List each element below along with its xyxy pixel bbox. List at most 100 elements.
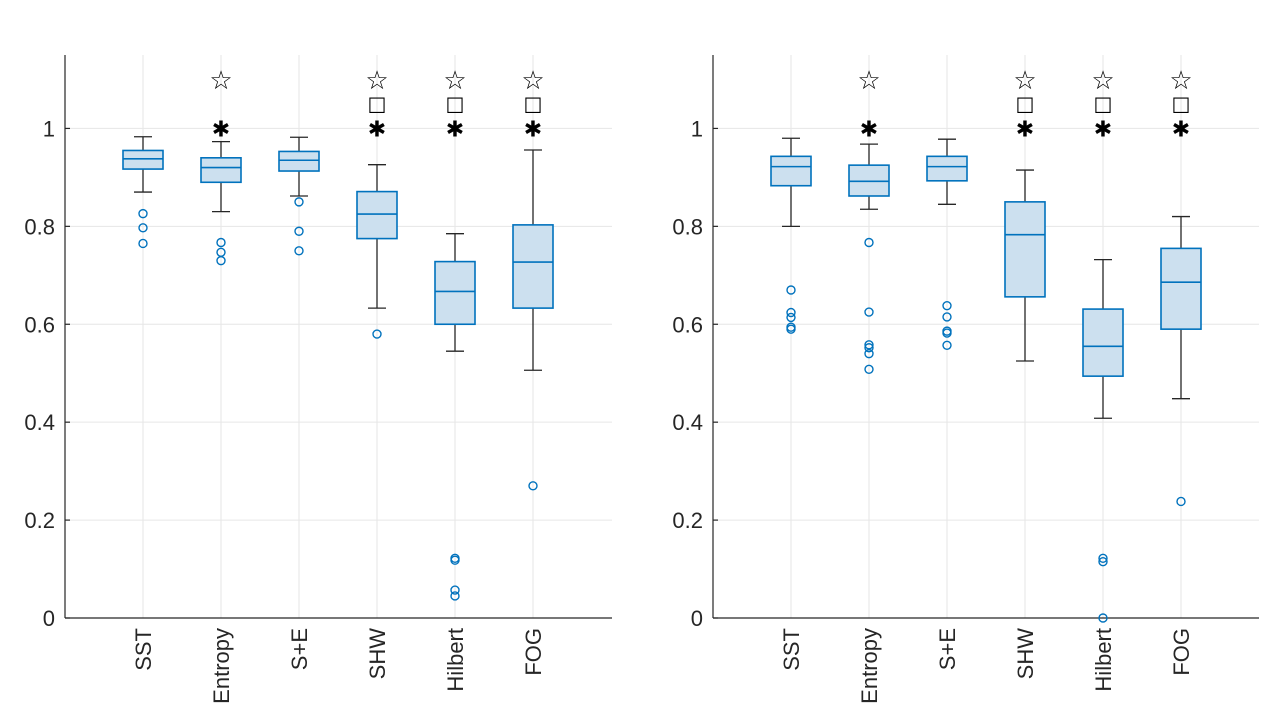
iqr-box <box>1160 247 1202 330</box>
box-fog <box>512 149 554 491</box>
box-s-e <box>278 136 320 256</box>
box-entropy <box>848 143 890 375</box>
y-tick-label: 0 <box>691 606 703 631</box>
y-tick-label: 0.4 <box>672 410 703 435</box>
outlier-point <box>450 555 460 565</box>
iqr-box <box>200 157 242 184</box>
outlier-point <box>864 340 874 350</box>
y-tick-label: 0.8 <box>672 214 703 239</box>
iqr-box <box>926 155 968 182</box>
x-category-label: S+E <box>935 628 960 670</box>
outlier-point <box>786 307 796 318</box>
outlier-point <box>864 348 874 359</box>
outlier-point <box>138 223 148 233</box>
outlier-point <box>786 324 796 334</box>
box-sst <box>122 136 164 249</box>
outlier-point <box>450 591 460 601</box>
significance-marker: ☆ <box>209 66 232 96</box>
outlier-point <box>138 208 148 219</box>
y-tick-label: 0.2 <box>24 508 55 533</box>
y-tick-label: 0.8 <box>24 214 55 239</box>
iqr-box <box>512 224 554 309</box>
outlier-point <box>786 312 796 323</box>
y-tick-label: 0.4 <box>24 410 55 435</box>
iqr-box <box>122 149 164 170</box>
significance-marker: ✱ <box>860 117 878 142</box>
outlier-point <box>1098 553 1108 563</box>
outlier-point <box>864 343 874 353</box>
x-category-label: SHW <box>1013 628 1038 680</box>
iqr-box <box>1082 308 1124 377</box>
significance-marker: □ <box>368 92 387 116</box>
significance-marker: ☆ <box>521 66 544 96</box>
x-category-label: SHW <box>365 628 390 680</box>
significance-marker: ☆ <box>1169 66 1192 96</box>
x-category-label: Entropy <box>209 628 234 704</box>
outlier-point <box>1098 557 1108 567</box>
outlier-point <box>864 307 874 317</box>
significance-marker: ☆ <box>365 66 388 96</box>
significance-marker: □ <box>446 92 465 116</box>
iqr-box <box>770 155 812 187</box>
outlier-point <box>450 585 460 595</box>
significance-marker: ✱ <box>524 117 542 142</box>
right-boxplot-panel: 0 0.2 0.4 0.6 0.8 1 SST Entropy S+E SHW Hilbert FOG… <box>672 55 1259 704</box>
x-category-label: Entropy <box>857 628 882 704</box>
iqr-box <box>434 260 476 326</box>
x-category-label: FOG <box>521 628 546 676</box>
outlier-point <box>864 364 874 375</box>
iqr-box <box>1004 201 1046 298</box>
outlier-point <box>864 237 874 248</box>
y-tick-label: 1 <box>43 116 55 141</box>
outlier-point <box>786 285 796 295</box>
outlier-point <box>942 312 952 322</box>
significance-marker: ☆ <box>857 66 880 96</box>
significance-marker: □ <box>1172 92 1191 116</box>
outlier-point <box>1176 496 1186 507</box>
y-tick-label: 0 <box>43 606 55 631</box>
outlier-point <box>216 237 226 248</box>
significance-marker: ✱ <box>212 117 230 142</box>
significance-marker: □ <box>1016 92 1035 116</box>
significance-marker: □ <box>524 92 543 116</box>
significance-marker: ✱ <box>368 117 386 142</box>
box-s-e <box>926 138 968 351</box>
box-shw <box>356 164 398 339</box>
x-category-label: Hilbert <box>1091 628 1116 692</box>
box-entropy <box>200 141 242 266</box>
x-category-label: SST <box>779 628 804 671</box>
y-tick-label: 1 <box>691 116 703 141</box>
x-category-label: FOG <box>1169 628 1194 676</box>
iqr-box <box>278 150 320 172</box>
x-category-label: SST <box>131 628 156 671</box>
outlier-point <box>528 481 538 491</box>
significance-marker: ✱ <box>1094 117 1112 142</box>
x-category-label: S+E <box>287 628 312 670</box>
box-hilbert <box>434 233 476 601</box>
significance-marker: ✱ <box>1016 117 1034 142</box>
significance-marker: ☆ <box>443 66 466 96</box>
x-category-label: Hilbert <box>443 628 468 692</box>
y-tick-label: 0.6 <box>672 312 703 337</box>
significance-marker: ☆ <box>1013 66 1036 96</box>
outlier-point <box>216 255 226 266</box>
significance-marker: ✱ <box>1172 117 1190 142</box>
box-sst <box>770 137 812 334</box>
significance-marker: ☆ <box>1091 66 1114 96</box>
box-fog <box>1160 215 1202 507</box>
y-tick-label: 0.6 <box>24 312 55 337</box>
left-boxplot-panel: 0 0.2 0.4 0.6 0.8 1 SST Entropy S+E SHW Hilbert FOG… <box>24 55 612 704</box>
outlier-point <box>372 329 382 339</box>
significance-marker: ✱ <box>446 117 464 142</box>
outlier-point <box>138 238 148 249</box>
significance-marker: □ <box>1094 92 1113 116</box>
outlier-point <box>294 226 304 236</box>
outlier-point <box>1098 613 1108 623</box>
outlier-point <box>942 340 952 351</box>
box-hilbert <box>1082 258 1124 623</box>
outlier-point <box>942 300 952 311</box>
box-shw <box>1004 169 1046 362</box>
outlier-point <box>294 246 304 256</box>
outlier-point <box>294 197 304 207</box>
